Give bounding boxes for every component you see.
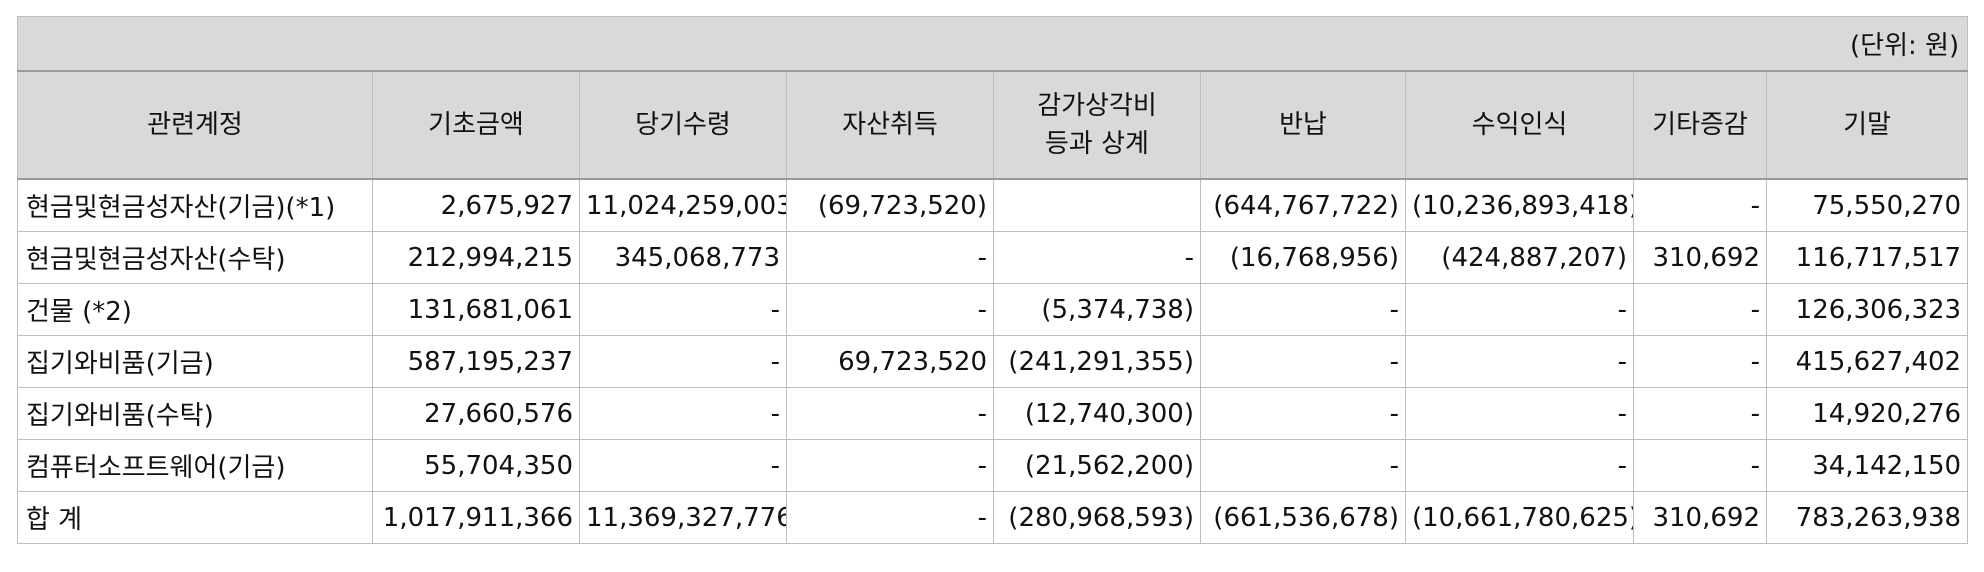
- table-cell: 131,681,061: [372, 283, 580, 336]
- table-cell: 415,627,402: [1765, 335, 1969, 388]
- row-label: 집기와비품(수탁): [17, 387, 373, 440]
- column-header: 자산취득: [786, 70, 994, 180]
- table-cell: (5,374,738): [993, 283, 1201, 336]
- column-header: 기초금액: [372, 70, 580, 180]
- column-header: 수익인식: [1405, 70, 1634, 180]
- table-row: 현금및현금성자산(기금)(*1) 2,675,927 11,024,259,003(…: [17, 178, 1969, 232]
- table-cell: -: [1200, 387, 1406, 440]
- table-cell: 310,692: [1633, 231, 1767, 284]
- table-cell: -: [786, 439, 994, 492]
- column-header: 당기수령: [579, 70, 787, 180]
- table-cell: -: [786, 491, 994, 544]
- table-container: (단위: 원) 관련계정 기초금액 당기수령 자산취득 감가상각비 등과 상계 반납 수익인식…: [16, 16, 1969, 544]
- table-cell: 55,704,350: [372, 439, 580, 492]
- total-row: 합 계 1,017,911,366 11,369,327,776- (280,968,…: [17, 491, 1969, 544]
- column-header: 기말: [1765, 70, 1969, 180]
- table-cell: -: [1200, 283, 1406, 336]
- table-cell: (10,236,893,418): [1405, 178, 1634, 232]
- column-header-line: 등과 상계: [1045, 129, 1149, 159]
- table-row: 건물 (*2) 131,681,061- - (5,374,738) - - -126,30…: [17, 283, 1969, 336]
- table-cell: -: [579, 283, 787, 336]
- account-movement-table: (단위: 원) 관련계정 기초금액 당기수령 자산취득 감가상각비 등과 상계 반납 수익인식…: [16, 16, 1969, 544]
- table-row: 컴퓨터소프트웨어(기금) 55,704,350- - (21,562,200) - - -3…: [17, 439, 1969, 492]
- table-cell: (12,740,300): [993, 387, 1201, 440]
- table-row: 집기와비품(수탁) 27,660,576- - (12,740,300) - - -14,9…: [17, 387, 1969, 440]
- unit-label: (단위: 원): [16, 16, 1969, 72]
- table-cell: 783,263,938: [1765, 491, 1969, 544]
- table-cell: 34,142,150: [1765, 439, 1969, 492]
- table-cell: -: [579, 387, 787, 440]
- table-row: 현금및현금성자산(수탁) 212,994,215 345,068,773- - (16,…: [17, 231, 1969, 284]
- table-cell: -: [1633, 335, 1767, 388]
- table-cell: (644,767,722): [1200, 178, 1406, 232]
- table-cell: -: [579, 439, 787, 492]
- table-cell: -: [1405, 335, 1634, 388]
- row-label: 현금및현금성자산(기금)(*1): [17, 178, 373, 232]
- table-cell: -: [993, 231, 1201, 284]
- column-header: 기타증감: [1633, 70, 1767, 180]
- table-cell: 75,550,270: [1765, 178, 1969, 232]
- table-cell: [993, 178, 1201, 232]
- row-label: 건물 (*2): [17, 283, 373, 336]
- table-cell: 212,994,215: [372, 231, 580, 284]
- table-cell: (241,291,355): [993, 335, 1201, 388]
- table-cell: 310,692: [1633, 491, 1767, 544]
- row-label: 컴퓨터소프트웨어(기금): [17, 439, 373, 492]
- table-cell: 2,675,927: [372, 178, 580, 232]
- table-cell: 14,920,276: [1765, 387, 1969, 440]
- row-label: 현금및현금성자산(수탁): [17, 231, 373, 284]
- table-row: 집기와비품(기금) 587,195,237-69,723,520 (241,291,…: [17, 335, 1969, 388]
- table-cell: (10,661,780,625): [1405, 491, 1634, 544]
- table-cell: 345,068,773: [579, 231, 787, 284]
- table-cell: -: [1200, 439, 1406, 492]
- header-row: 관련계정 기초금액 당기수령 자산취득 감가상각비 등과 상계 반납 수익인식 기타증감 기말: [17, 70, 1969, 180]
- table-cell: 11,024,259,003: [579, 178, 787, 232]
- table-cell: -: [1200, 335, 1406, 388]
- table-cell: (424,887,207): [1405, 231, 1634, 284]
- table-cell: (280,968,593): [993, 491, 1201, 544]
- table-cell: (21,562,200): [993, 439, 1201, 492]
- table-cell: -: [1405, 439, 1634, 492]
- table-cell: 27,660,576: [372, 387, 580, 440]
- column-header: 관련계정: [17, 70, 373, 180]
- table-cell: -: [1633, 387, 1767, 440]
- table-cell: -: [786, 283, 994, 336]
- table-cell: 126,306,323: [1765, 283, 1969, 336]
- table-cell: 587,195,237: [372, 335, 580, 388]
- table-cell: -: [1633, 283, 1767, 336]
- table-cell: -: [786, 231, 994, 284]
- table-cell: -: [1633, 439, 1767, 492]
- unit-row: (단위: 원): [16, 16, 1969, 72]
- table-cell: 69,723,520: [786, 335, 994, 388]
- table-cell: -: [1405, 283, 1634, 336]
- column-header: 반납: [1200, 70, 1406, 180]
- table-cell: -: [1405, 387, 1634, 440]
- row-label: 합 계: [17, 491, 373, 544]
- table-cell: 116,717,517: [1765, 231, 1969, 284]
- table-cell: 11,369,327,776: [579, 491, 787, 544]
- table-cell: (16,768,956): [1200, 231, 1406, 284]
- table-cell: -: [579, 335, 787, 388]
- table-cell: -: [1633, 178, 1767, 232]
- column-header-line: 감가상각비: [1037, 91, 1157, 121]
- row-label: 집기와비품(기금): [17, 335, 373, 388]
- table-cell: -: [786, 387, 994, 440]
- table-cell: (661,536,678): [1200, 491, 1406, 544]
- table-cell: (69,723,520): [786, 178, 994, 232]
- table-cell: 1,017,911,366: [372, 491, 580, 544]
